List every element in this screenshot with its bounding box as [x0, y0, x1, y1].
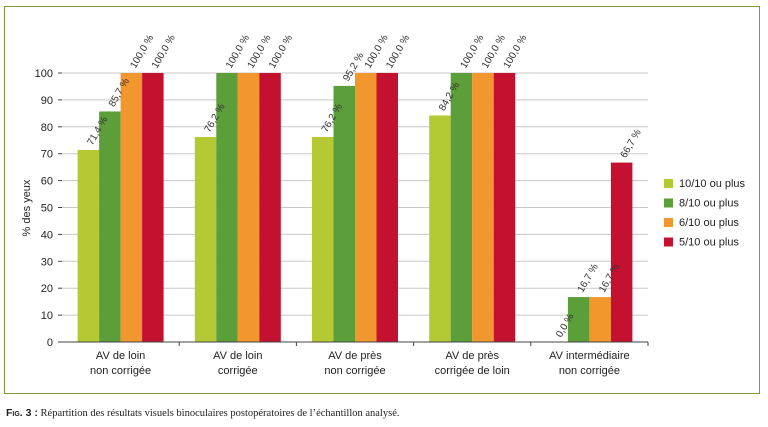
bar — [450, 73, 473, 342]
legend-label: 6/10 ou plus — [679, 217, 739, 229]
figure-number: Fig. 3 : — [6, 407, 38, 419]
data-label: 66,7 % — [619, 128, 644, 161]
y-axis-ticks: 0 10 20 30 40 50 60 70 80 90 100 — [35, 68, 62, 349]
y-tick-label: 50 — [41, 203, 53, 215]
bar — [194, 137, 217, 342]
y-axis-label: % des yeux — [21, 179, 33, 236]
legend-label: 5/10 ou plus — [679, 237, 739, 249]
bar — [472, 73, 494, 342]
category-label: AV de loin — [96, 350, 145, 362]
category-label: AV de près — [328, 350, 382, 362]
bar — [610, 162, 633, 342]
category-labels: AV de loin non corrigée AV de loin corrigée… — [90, 342, 649, 377]
bar — [376, 73, 398, 342]
category-label: non corrigée — [90, 365, 151, 377]
bar — [567, 297, 590, 342]
y-tick-label: 20 — [41, 283, 53, 295]
bars — [77, 73, 633, 343]
category-label: AV intermédiaire — [549, 350, 630, 362]
legend-swatch — [664, 218, 673, 227]
category-label: AV de loin — [213, 350, 262, 362]
bar — [99, 111, 121, 342]
category-label: AV de près — [445, 350, 499, 362]
y-tick-label: 10 — [41, 310, 53, 322]
category-label: corrigée — [218, 365, 258, 377]
caption-text: Répartition des résultats visuels binocu… — [37, 408, 400, 419]
y-tick-label: 0 — [47, 337, 53, 349]
bar — [493, 73, 516, 342]
bar — [333, 85, 355, 343]
bar — [355, 73, 377, 342]
bar — [142, 73, 164, 342]
legend-label: 8/10 ou plus — [679, 198, 739, 210]
y-tick-label: 40 — [41, 229, 53, 241]
y-tick-label: 90 — [41, 95, 53, 107]
legend: 10/10 ou plus 8/10 ou plus 6/10 ou plus 5/1… — [664, 178, 746, 249]
y-tick-label: 80 — [41, 122, 53, 134]
legend-swatch — [664, 237, 673, 247]
legend-label: 10/10 ou plus — [679, 178, 746, 190]
y-tick-label: 70 — [41, 149, 53, 161]
bar — [77, 149, 100, 342]
bar — [237, 73, 260, 342]
category-label: non corrigée — [324, 365, 385, 377]
legend-swatch — [664, 179, 673, 188]
bar — [216, 73, 238, 342]
y-tick-label: 30 — [41, 256, 53, 268]
category-label: non corrigée — [559, 365, 620, 377]
y-tick-label: 100 — [35, 68, 53, 80]
bar — [120, 73, 143, 342]
bar — [429, 115, 451, 342]
category-label: corrigée de loin — [435, 365, 510, 377]
legend-swatch — [664, 198, 673, 208]
bar — [259, 73, 281, 342]
bar — [312, 137, 334, 342]
figure-caption: Fig. 3 : Répartition des résultats visue… — [6, 407, 399, 419]
bar — [589, 297, 611, 342]
y-tick-label: 60 — [41, 176, 53, 188]
